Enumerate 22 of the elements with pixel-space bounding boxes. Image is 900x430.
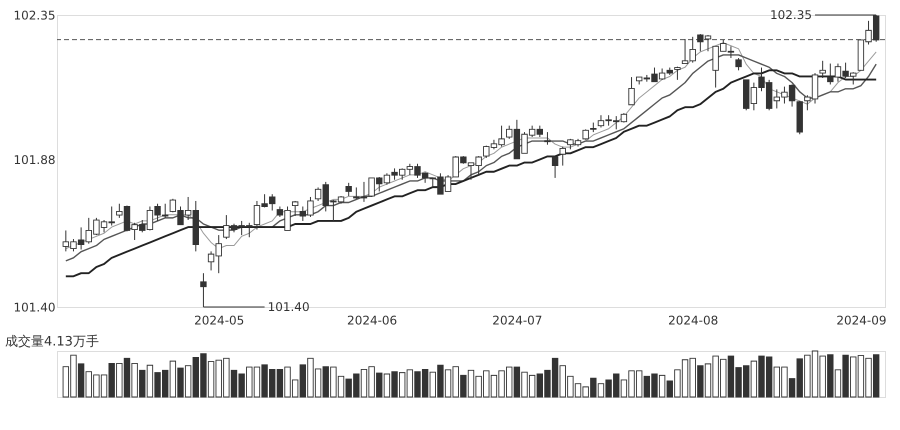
candlestick [590, 122, 597, 133]
x-tick-label: 2024-09 [836, 314, 886, 328]
candlestick [674, 66, 681, 80]
candlestick [345, 182, 352, 197]
x-tick-label: 2024-06 [347, 314, 398, 328]
candlestick [735, 58, 742, 71]
y-tick-label: 101.88 [14, 152, 56, 167]
annotation: 101.40 [268, 300, 310, 314]
annotation: 102.35 [770, 8, 812, 22]
candlestick [292, 200, 298, 217]
y-tick-label: 102.35 [14, 8, 56, 22]
candlestick [628, 76, 635, 106]
x-tick-label: 2024-05 [194, 314, 244, 328]
x-tick-label: 2024-07 [492, 314, 542, 328]
candlestick [582, 128, 589, 140]
candlestick [544, 132, 551, 146]
candlestick [552, 156, 558, 178]
candlestick [819, 60, 826, 79]
y-tick-label: 101.40 [14, 300, 56, 314]
chart-title: 成交量4.13万手 [5, 334, 99, 350]
candlestick [560, 146, 566, 166]
x-tick-label: 2024-08 [668, 314, 718, 328]
